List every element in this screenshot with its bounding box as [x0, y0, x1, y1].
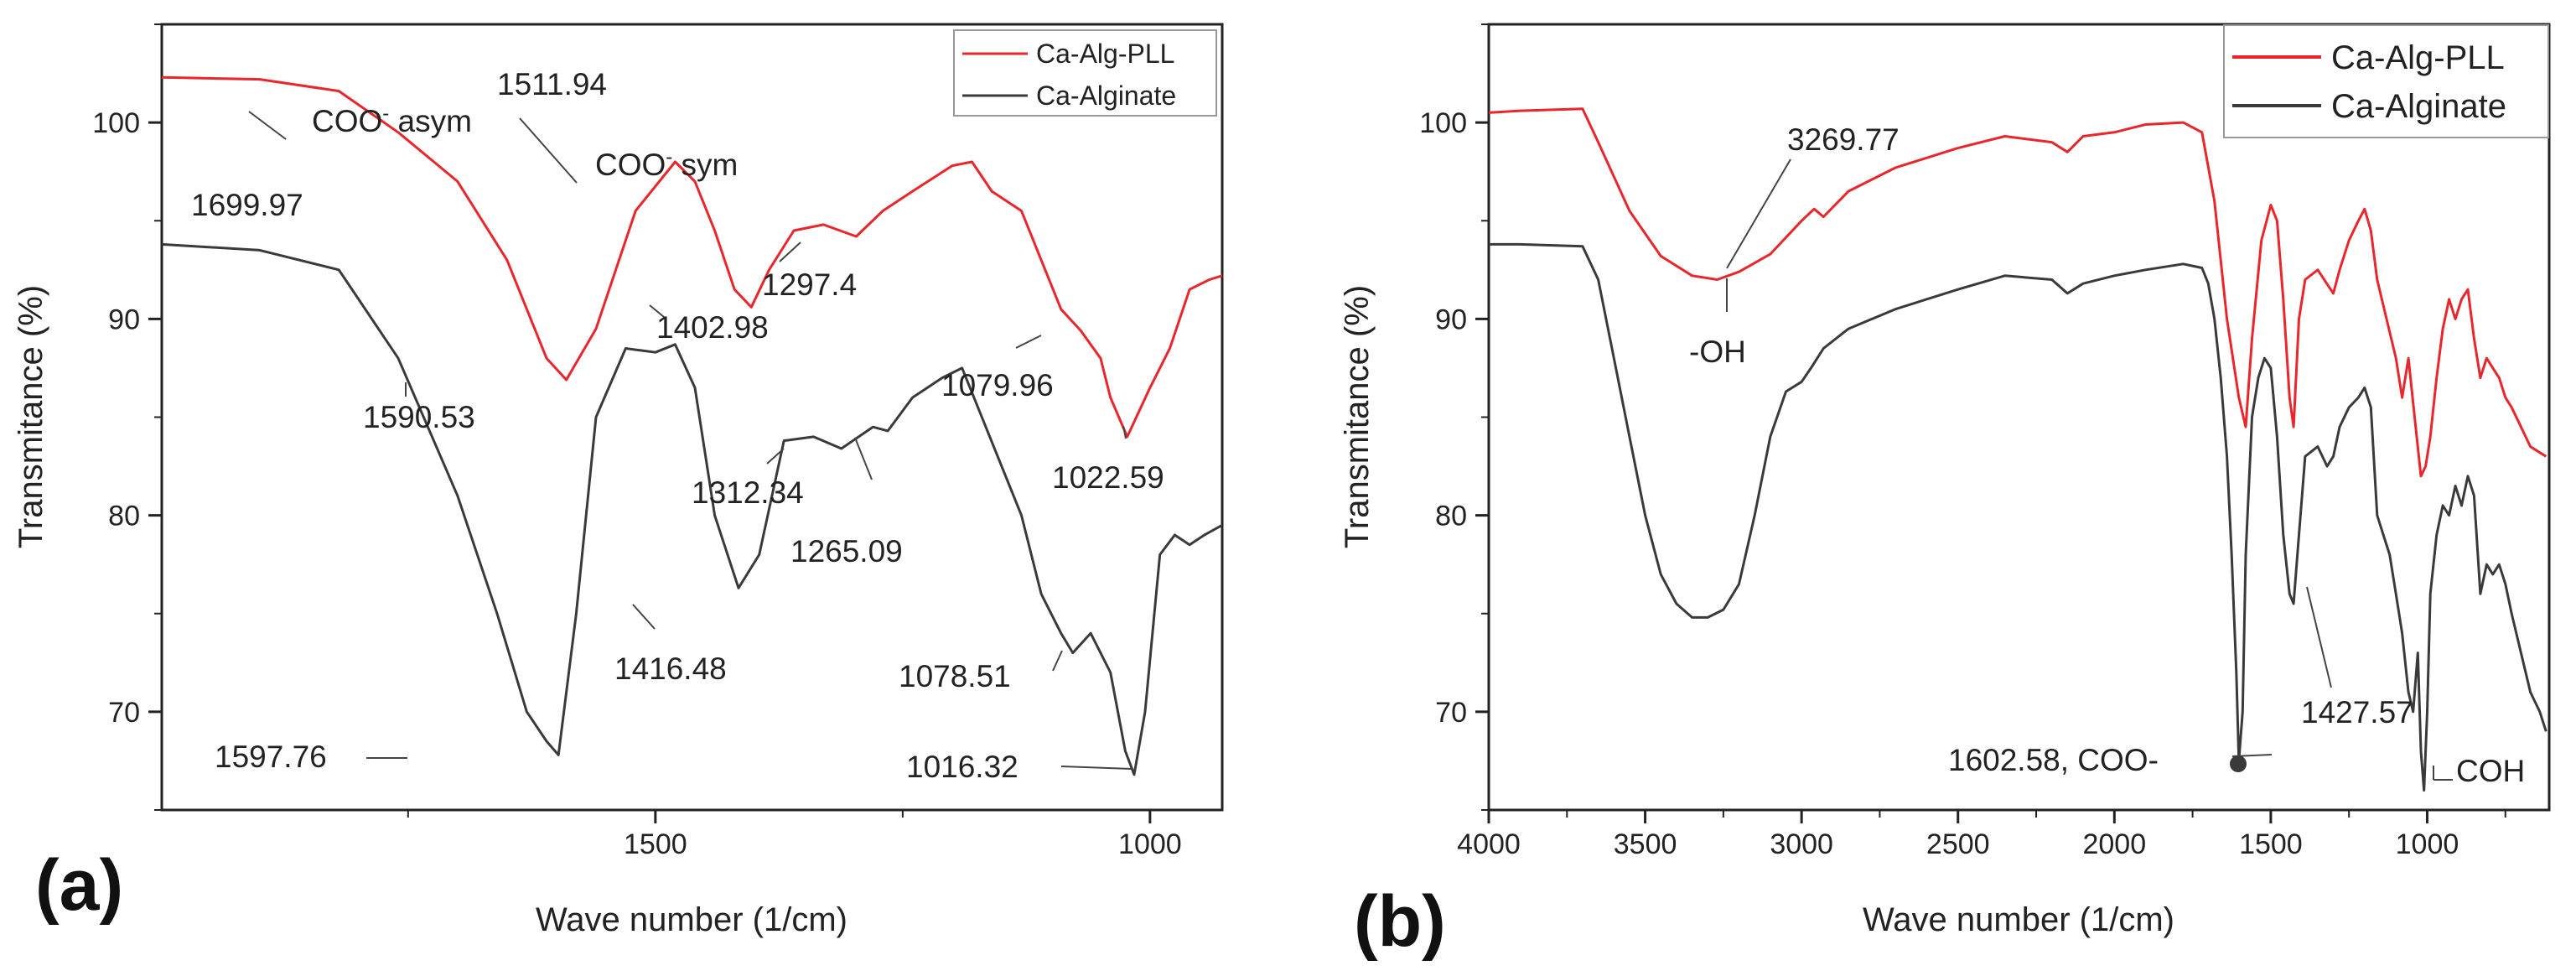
leader-1016-32: [1060, 766, 1133, 770]
ann-1427-57: 1427.57: [2301, 695, 2413, 729]
leader-1699-97: [248, 111, 287, 140]
panel-b-label: (b): [1354, 881, 1446, 962]
panel-a-label: (a): [35, 845, 123, 926]
leader-3269-77: [1726, 158, 1791, 269]
ann-coo-asym: COO- asym: [312, 102, 472, 138]
panel-b-frame: [1487, 23, 2551, 812]
panel-b-x-tick-label: 4000: [1457, 828, 1521, 860]
panel-b-series: [1488, 107, 2547, 792]
ann-1602-58: 1602.58, COO-: [1948, 743, 2159, 777]
leader-1265-09: [854, 437, 873, 480]
panel-b-x-tick-label: 1000: [2396, 828, 2459, 860]
panel-b-legend-box: [2223, 24, 2549, 138]
panel-a-y-axis-title: Transmitance (%): [13, 285, 49, 548]
panel-a-legend-box: [953, 29, 1217, 117]
leader-1416-48: [632, 604, 656, 630]
panel-a-y-tick-label: 90: [108, 304, 140, 335]
leader-1078-51: [1052, 650, 1063, 672]
ann-1402-98: 1402.98: [656, 310, 769, 345]
panel-b-annotation-labels: 3269.77 -OH 1602.58, COO- 1427.57 COH: [1689, 122, 2525, 788]
leader-1297-4: [779, 241, 801, 262]
panel-b-ticks: 4000 3500 3000 2500 2000 1500 1000 70 80 90 100: [1419, 23, 2506, 860]
ann-1016-32: 1016.32: [906, 750, 1018, 784]
leader-1427-57: [2306, 586, 2332, 688]
panel-b-y-axis-title: Transmitance (%): [1339, 285, 1376, 548]
panel-a-frame: [160, 23, 1224, 812]
panel-b-x-axis-title: Wave number (1/cm): [1863, 901, 2174, 938]
panel-a-annotation-labels: 1699.97 COO- asym 1511.94 COO- sym 1590.…: [191, 67, 1164, 784]
panel-b-legend-label-alg-pll: Ca-Alg-PLL: [2331, 39, 2505, 76]
panel-b-x-tick-label: 1500: [2239, 828, 2303, 860]
panel-b-series-ca-alg-pll-line: [1488, 107, 2547, 478]
ann-1590-53: 1590.53: [363, 400, 475, 434]
panel-a-y-tick-label: 80: [108, 501, 140, 532]
leader-1511-94: [519, 117, 578, 184]
panel-a-ticks: 1500 1000 70 80 90 100: [92, 23, 1182, 860]
panel-b-legend: Ca-Alg-PLL Ca-Alginate: [2223, 24, 2549, 138]
panel-a-x-tick-label: 1500: [624, 828, 687, 860]
panel-a-legend-label-alg-pll: Ca-Alg-PLL: [1036, 39, 1174, 69]
panel-b-y-tick-label: 70: [1435, 697, 1467, 729]
panel-a-legend-label-alginate: Ca-Alginate: [1036, 80, 1176, 111]
ann-1416-48: 1416.48: [614, 652, 727, 686]
panel-b-y-tick-label: 100: [1419, 107, 1467, 139]
panel-b: 4000 3500 3000 2500 2000 1500 1000 70 80 90 100 Wa…: [1339, 23, 2551, 962]
ann-1022-59: 1022.59: [1052, 460, 1164, 495]
ann-1265-09: 1265.09: [790, 534, 903, 568]
panel-b-y-tick-label: 80: [1435, 501, 1467, 532]
panel-b-x-tick-label: 2500: [1926, 828, 1990, 860]
ann-oh: -OH: [1689, 335, 1746, 369]
ann-1079-96: 1079.96: [941, 368, 1054, 402]
ann-coo-sym: COO- sym: [595, 146, 738, 182]
ann-coh: COH: [2456, 754, 2525, 788]
panel-a-x-axis-title: Wave number (1/cm): [536, 901, 847, 938]
leader-1402-98: [649, 304, 665, 318]
ann-1597-76: 1597.76: [215, 740, 327, 774]
ann-1699-97: 1699.97: [191, 188, 303, 222]
panel-b-legend-label-alginate: Ca-Alginate: [2331, 88, 2506, 125]
panel-b-peak-marker: [2230, 755, 2247, 772]
ann-1297-4: 1297.4: [762, 267, 857, 302]
panel-b-y-tick-label: 90: [1435, 304, 1467, 335]
panel-b-x-tick-label: 2000: [2082, 828, 2146, 860]
leader-1312-34: [766, 448, 785, 465]
panel-a-legend: Ca-Alg-PLL Ca-Alginate: [953, 29, 1217, 117]
leader-1022-59: [1122, 425, 1127, 439]
panel-b-x-tick-label: 3500: [1614, 828, 1677, 860]
panel-a-y-tick-label: 100: [92, 107, 140, 139]
ann-1312-34: 1312.34: [692, 475, 804, 510]
panel-b-annotations: [1726, 158, 2453, 781]
panel-a: 1500 1000 70 80 90 100 Wave number (1/cm) Tra…: [13, 23, 1224, 938]
ann-1511-94: 1511.94: [497, 67, 607, 101]
panel-b-x-tick-label: 3000: [1770, 828, 1833, 860]
panel-a-x-tick-label: 1000: [1118, 828, 1182, 860]
leader-1079-96: [1015, 335, 1042, 349]
ann-3269-77: 3269.77: [1787, 122, 1900, 157]
panel-a-series-ca-alginate-line: [161, 242, 1223, 776]
panel-a-y-tick-label: 70: [108, 697, 140, 729]
panel-a-annotations: [248, 111, 1133, 770]
panel-a-series-ca-alg-pll-line: [161, 75, 1223, 439]
ann-1078-51: 1078.51: [899, 659, 1011, 693]
panel-b-series-ca-alginate-line: [1489, 242, 2547, 792]
panel-a-series: [161, 75, 1223, 776]
